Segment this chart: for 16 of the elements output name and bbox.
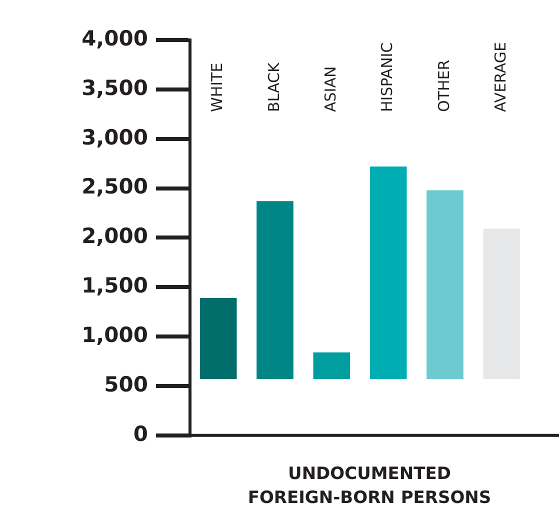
x-tick-label: AVERAGE (492, 42, 510, 112)
y-tick-label: 2,000 (82, 224, 148, 248)
y-tick-label: 4,000 (82, 26, 148, 50)
x-tick-label: OTHER (434, 60, 453, 112)
y-tick-label: 3,000 (82, 125, 148, 150)
y-tick-label: 1,500 (82, 274, 148, 298)
x-tick-label: BLACK (264, 62, 283, 112)
y-tick-label: 2,500 (82, 174, 148, 199)
x-axis-title: UNDOCUMENTED FOREIGN-BORN PERSONS (246, 463, 492, 510)
x-tick-label: ASIAN (322, 66, 340, 112)
x-tick-label: WHITE (208, 62, 226, 112)
x-tick-label: HISPANIC (378, 42, 396, 112)
y-tick-label: 1,000 (82, 323, 148, 348)
y-tick-label: 0 (133, 422, 148, 446)
y-tick-label: 500 (104, 372, 148, 396)
y-tick-label: 3,500 (82, 76, 148, 100)
